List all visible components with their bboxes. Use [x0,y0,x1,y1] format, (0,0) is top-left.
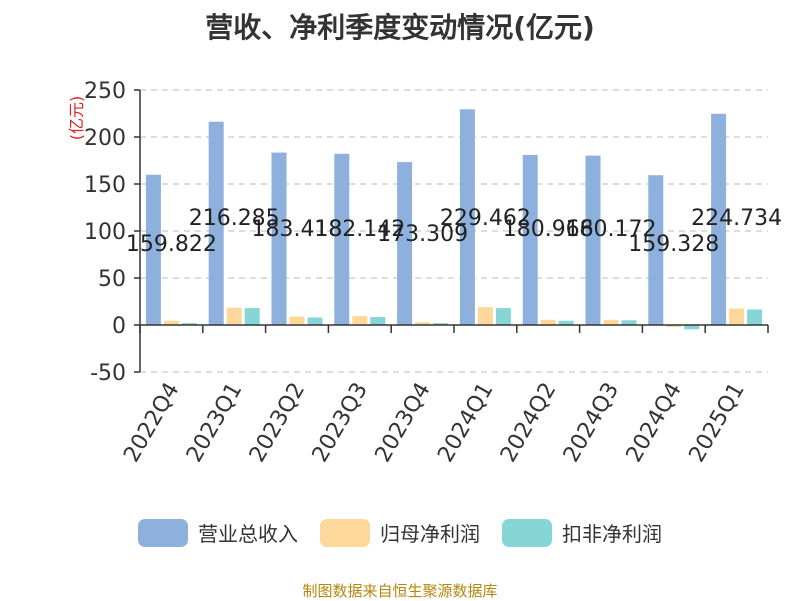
data-label-2023Q4: 173.309 [377,222,468,247]
bar-2023Q1-2 [244,308,260,325]
x-tick-label-2023Q2: 2023Q2 [245,379,310,467]
bar-2024Q1-1 [477,307,493,325]
y-axis-title: (亿元) [67,96,86,141]
bar-2024Q1-0 [459,109,475,325]
y-tick-label: 100 [84,220,126,245]
bar-2024Q3-2 [621,320,637,325]
x-tick-label-2023Q3: 2023Q3 [308,379,373,467]
data-label-2025Q1: 224.734 [691,206,782,231]
legend: 营业总收入 归母净利润 扣非净利润 [0,518,800,547]
bar-2022Q4-1 [163,320,179,325]
bar-2023Q3-2 [370,317,386,325]
legend-swatch [320,518,370,547]
y-tick-label: 150 [84,173,126,198]
bar-2022Q4-0 [145,174,161,325]
data-label-2023Q2: 183.418 [252,217,343,242]
bar-2023Q4-1 [415,322,431,325]
bar-2023Q1-1 [226,307,242,325]
bar-2024Q2-2 [558,320,574,325]
bar-2024Q4-0 [648,175,664,325]
bar-2025Q1-1 [729,308,745,325]
bar-2023Q4-2 [433,323,449,325]
x-tick-label-2024Q4: 2024Q4 [622,379,687,467]
chart-title: 营收、净利季度变动情况(亿元) [205,11,595,44]
bar-2023Q3-0 [334,153,350,325]
x-tick-label-2024Q3: 2024Q3 [559,379,624,467]
bars [145,109,763,330]
y-tick-label: 250 [84,79,126,104]
bar-2024Q4-1 [666,325,682,327]
data-label-2024Q4: 159.328 [628,232,719,257]
grid-lines [140,89,768,373]
bar-2023Q1-0 [208,121,224,325]
data-label-2024Q2: 180.966 [503,217,594,242]
legend-swatch [138,518,188,547]
legend-label: 归母净利润 [380,522,480,546]
y-tick-label: -50 [90,361,126,386]
bar-2023Q2-1 [289,316,305,325]
bar-2023Q2-0 [271,152,287,325]
x-tick-label-2023Q1: 2023Q1 [182,379,247,467]
bar-2023Q2-2 [307,317,323,325]
y-tick-label: 200 [84,126,126,151]
data-labels: 159.822216.285183.418182.142173.309229.4… [126,206,782,257]
bar-2024Q2-0 [522,154,538,325]
data-label-2024Q3: 180.172 [566,217,657,242]
bar-2024Q1-2 [495,308,511,325]
legend-swatch [502,518,552,547]
legend-item-2[interactable]: 扣非净利润 [502,518,662,547]
bar-2023Q4-0 [397,162,413,325]
data-label-2023Q3: 182.142 [314,217,405,242]
data-label-2024Q1: 229.462 [440,206,531,231]
x-tick-label-2023Q4: 2023Q4 [370,378,435,466]
x-tick-label-2022Q4: 2022Q4 [119,379,184,467]
data-label-2023Q1: 216.285 [189,206,280,231]
x-tick-label-2025Q1: 2025Q1 [684,379,749,467]
x-tick-label-2024Q1: 2024Q1 [433,379,498,467]
bar-2025Q1-0 [711,113,727,326]
legend-label: 扣非净利润 [562,522,662,546]
y-tick-label: 0 [112,314,126,339]
bar-2025Q1-2 [747,309,763,325]
data-label-2022Q4: 159.822 [126,232,217,257]
source-note: 制图数据来自恒生聚源数据库 [302,582,498,600]
y-tick-label: 50 [98,267,126,292]
legend-item-1[interactable]: 归母净利润 [320,518,480,547]
legend-label: 营业总收入 [198,522,298,546]
bar-2024Q2-1 [540,319,556,325]
legend-item-0[interactable]: 营业总收入 [138,518,298,547]
x-tick-label-2024Q2: 2024Q2 [496,379,561,467]
bar-2024Q3-1 [603,319,619,325]
bar-2022Q4-2 [181,323,197,325]
bar-2024Q4-2 [684,325,700,330]
bar-2024Q3-0 [585,155,601,325]
bar-2023Q3-1 [352,316,368,325]
